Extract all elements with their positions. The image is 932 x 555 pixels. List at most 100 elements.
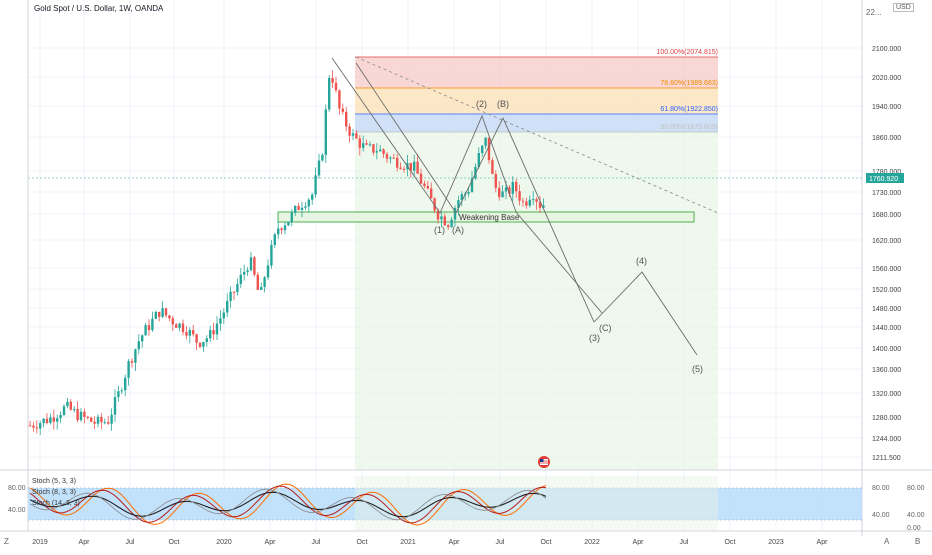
candle-body (39, 423, 42, 429)
candle-body (96, 416, 100, 424)
candle-body (304, 206, 307, 208)
candle-body (110, 414, 113, 424)
time-tick-label: Oct (725, 539, 736, 546)
candle-body (175, 324, 178, 328)
stoch-band (28, 488, 862, 520)
wave-path-1[interactable] (331, 57, 603, 314)
candle-body (147, 325, 151, 331)
candle-body (297, 205, 300, 211)
time-tick-label: 2020 (216, 539, 232, 546)
fib-zone-100 (355, 57, 718, 88)
wave-label-b: (B) (497, 99, 509, 109)
fib-label-100: 100.00%(2074.815) (657, 49, 719, 56)
time-tick-label: Oct (541, 539, 552, 546)
candle-body (130, 361, 134, 363)
wave-path-2[interactable] (355, 62, 595, 323)
price-tick-label: 1400.000 (872, 346, 901, 353)
price-tick-label: 1440.000 (872, 325, 901, 332)
price-tick-label: 1620.000 (872, 238, 901, 245)
candle-body (56, 418, 59, 422)
price-tick-label: 2100.000 (872, 46, 901, 53)
candle-body (100, 416, 103, 423)
target-zone (355, 132, 718, 470)
candle-body (450, 219, 453, 228)
wave-projection[interactable] (593, 271, 698, 356)
wave-label-5: (5) (692, 364, 703, 374)
stoch-right-tick-40: 40.00 (907, 512, 925, 519)
candle-body (290, 212, 293, 222)
candle-body (161, 308, 164, 317)
candle-body (103, 422, 106, 424)
candle-body (124, 377, 127, 391)
candle-body (283, 225, 287, 231)
price-tick-label: 1280.000 (872, 415, 901, 422)
candle-body (413, 161, 416, 171)
scale-mode-button[interactable]: B (915, 537, 921, 546)
candle-body (481, 145, 484, 154)
candle-body (198, 342, 202, 347)
price-tick-label: 1730.000 (872, 190, 901, 197)
wave-label-c: (C) (599, 323, 612, 333)
candle-body (270, 245, 273, 266)
candle-body (260, 286, 263, 290)
zoom-icon[interactable]: Z (4, 537, 9, 546)
stoch-legend-3: Stoch (14, 3, 3) (32, 500, 80, 507)
auto-scale-button[interactable]: A (884, 537, 890, 546)
price-tick-label: 1360.000 (872, 367, 901, 374)
candle-body (511, 181, 514, 194)
candle-body (508, 187, 511, 194)
time-axis[interactable]: 2019 Apr Jul Oct 2020 Apr Jul Oct 2021 Apr Jul Oct 2… (32, 539, 828, 546)
candle-body (399, 167, 402, 169)
wave-label-2: (2) (476, 99, 487, 109)
candle-body (93, 421, 96, 424)
candle-body (409, 162, 412, 171)
price-tick-label: 1860.000 (872, 135, 901, 142)
candle-body (474, 166, 477, 179)
candle-body (277, 228, 280, 235)
wave-label-3: (3) (589, 333, 600, 343)
candlestick-series (28, 70, 545, 436)
wave-label-1: (1) (434, 225, 445, 235)
candle-body (396, 157, 399, 168)
candle-body (317, 160, 321, 176)
stoch-tick-80: 80.00 (872, 485, 890, 492)
currency-button[interactable]: USD (893, 3, 914, 12)
candle-body (144, 325, 147, 336)
time-tick-label: Jul (312, 539, 321, 546)
stoch-legend-2: Stoch (8, 3, 3) (32, 489, 76, 496)
stoch-line (29, 488, 547, 521)
time-tick-label: 2021 (400, 539, 416, 546)
weakening-base-box[interactable] (277, 211, 695, 223)
time-tick-label: 2019 (32, 539, 48, 546)
candle-body (532, 199, 535, 201)
symbol-title[interactable]: Gold Spot / U.S. Dollar, 1W, OANDA (34, 4, 164, 13)
price-tick-label: 1780.000 (872, 169, 901, 176)
candle-body (35, 427, 38, 429)
stoch-line (29, 485, 547, 524)
candle-body (83, 411, 86, 417)
candle-body (280, 228, 283, 231)
candle-body (331, 78, 334, 83)
price-axis[interactable]: 2100.000 2020.000 1940.000 1860.000 1780.000… (872, 46, 901, 462)
stoch-tick-0: 0.00 (907, 525, 921, 532)
candle-body (151, 318, 154, 331)
candle-body (365, 143, 368, 145)
candle-body (470, 178, 474, 192)
price-tick-label: 1680.000 (872, 212, 901, 219)
time-tick-label: Oct (357, 539, 368, 546)
candle-body (515, 181, 518, 192)
candle-body (426, 185, 429, 189)
candle-body (379, 149, 382, 152)
candle-body (345, 111, 348, 127)
time-tick-label: Apr (633, 539, 645, 546)
candle-body (358, 138, 361, 148)
candle-body (307, 199, 310, 207)
candle-body (504, 187, 508, 192)
candle-body (219, 318, 222, 324)
us-flag-icon[interactable] (538, 456, 550, 468)
candle-body (45, 418, 49, 424)
candle-body (117, 391, 120, 398)
weakening-base-label: Weakening Base (459, 213, 520, 222)
